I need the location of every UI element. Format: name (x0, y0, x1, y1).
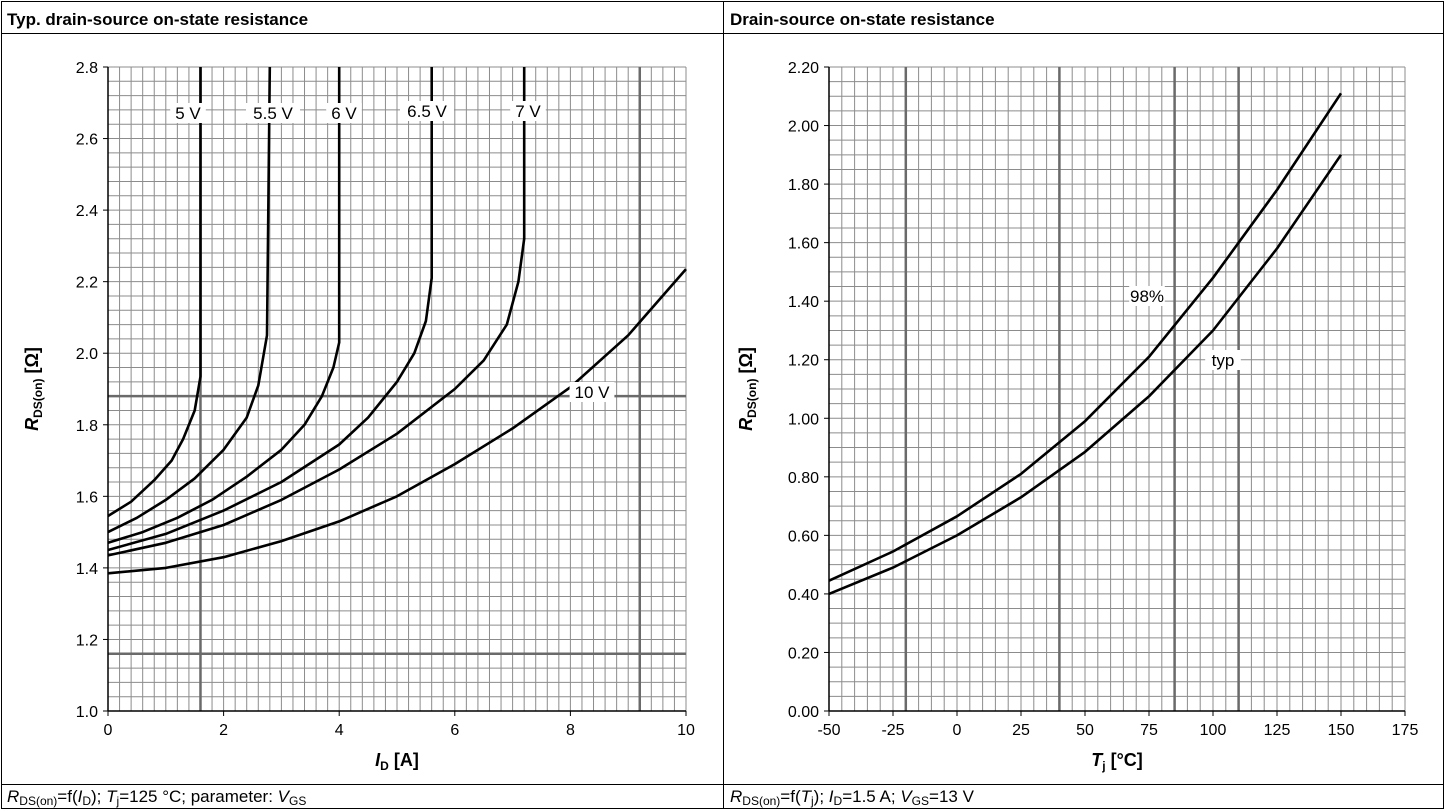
series-label-bg (400, 101, 454, 121)
y-tick-label: 0.80 (788, 470, 819, 487)
y-tick-label: 1.00 (788, 411, 819, 428)
y-tick-label: 0.00 (788, 704, 819, 721)
x-tick-label: 150 (1328, 722, 1355, 739)
x-tick-label: 50 (1076, 722, 1094, 739)
left-panel-caption: RDS(on)=f(ID); Tj=125 °C; parameter: VGS (7, 787, 307, 808)
y-axis-title: RDS(on) [Ω] (22, 347, 45, 431)
y-tick-label: 2.0 (76, 346, 98, 363)
series-label-bg (510, 101, 546, 121)
series-label-bg (1205, 350, 1241, 370)
x-tick-label: 100 (1200, 722, 1227, 739)
chart-0: 0 2 4 6 8 10 1.0 1.2 1.4 1.6 1.8 2.0 2.2 2.4 2.6 2.8 ID … (22, 60, 695, 773)
y-tick-label: 1.80 (788, 177, 819, 194)
y-tick-label: 1.40 (788, 294, 819, 311)
series-group (828, 92, 1343, 596)
series-label: 98% (1130, 287, 1164, 306)
x-tick-label: 0 (953, 722, 962, 739)
series-label: 10 V (575, 383, 611, 402)
y-tick-label: 2.4 (76, 203, 98, 220)
x-tick-label: -25 (881, 722, 904, 739)
series-line (828, 92, 1343, 582)
grid-lines (828, 66, 1406, 712)
series-line (107, 67, 202, 518)
series-label-bg (569, 382, 615, 402)
x-tick-label: 8 (566, 722, 575, 739)
series-line (107, 67, 433, 552)
y-tick-label: 2.00 (788, 119, 819, 136)
series-label: typ (1212, 351, 1235, 370)
x-tick-label: 75 (1140, 722, 1158, 739)
header-divider (1, 33, 1444, 34)
footer-divider (1, 784, 1444, 785)
y-tick-label: 0.40 (788, 587, 819, 604)
y-tick-label: 1.8 (76, 418, 98, 435)
right-panel-title: Drain-source on-state resistance (730, 10, 995, 29)
y-tick-label: 1.2 (76, 632, 98, 649)
series-line (107, 66, 272, 534)
right-panel-caption: RDS(on)=f(Tj); ID=1.5 A; VGS=13 V (730, 787, 974, 808)
x-axis-title: ID [A] (375, 750, 419, 773)
series-label: 6 V (331, 104, 357, 123)
series-label: 5 V (175, 104, 201, 123)
y-tick-label: 0.60 (788, 528, 819, 545)
series-label: 5.5 V (253, 104, 293, 123)
series-label: 6.5 V (407, 102, 447, 121)
chart-1: -50 -25 0 25 50 75 100 125 150 175 0.00 0.20 0.40 0.6… (736, 60, 1418, 773)
y-tick-label: 2.6 (76, 132, 98, 149)
grid-lines (107, 66, 687, 712)
series-label-bg (246, 103, 300, 123)
series-line (107, 67, 526, 557)
y-tick-label: 1.4 (76, 561, 98, 578)
series-label-bg (326, 103, 362, 123)
x-tick-label: 2 (219, 722, 228, 739)
x-tick-label: 4 (335, 722, 344, 739)
x-tick-label: 175 (1392, 722, 1419, 739)
y-tick-label: 0.20 (788, 645, 819, 662)
x-tick-label: 125 (1264, 722, 1291, 739)
y-tick-label: 1.0 (76, 704, 98, 721)
series-label-bg (170, 103, 206, 123)
series-line (107, 67, 341, 545)
x-tick-label: 0 (104, 722, 113, 739)
left-panel-title: Typ. drain-source on-state resistance (7, 10, 309, 29)
series-group (107, 66, 687, 575)
x-tick-label: 25 (1012, 722, 1030, 739)
y-tick-label: 2.8 (76, 60, 98, 77)
panel-divider (723, 1, 724, 809)
series-line (107, 268, 687, 575)
series-line (828, 154, 1343, 596)
y-tick-label: 1.60 (788, 236, 819, 253)
x-tick-label: -50 (817, 722, 840, 739)
y-tick-label: 1.20 (788, 353, 819, 370)
y-tick-label: 2.2 (76, 275, 98, 292)
y-tick-label: 2.20 (788, 60, 819, 77)
x-tick-label: 6 (450, 722, 459, 739)
x-tick-label: 10 (677, 722, 695, 739)
x-axis-title: Tj [°C] (1091, 750, 1143, 773)
series-label-bg (1129, 286, 1165, 306)
y-tick-label: 1.6 (76, 489, 98, 506)
series-label: 7 V (515, 102, 541, 121)
y-axis-title: RDS(on) [Ω] (736, 347, 759, 431)
